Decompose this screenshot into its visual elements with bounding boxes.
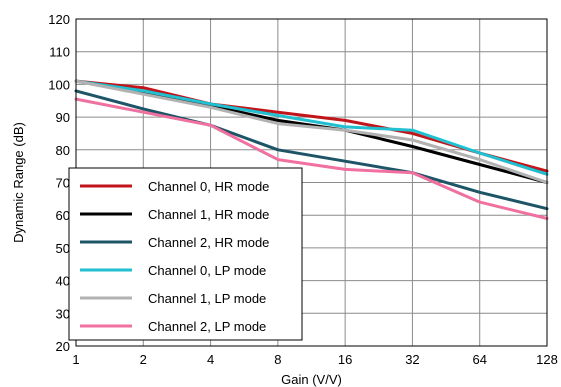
x-tick-label: 64 [472,352,486,367]
x-tick-label: 4 [207,352,214,367]
y-axis-ticks: 20 30 40 50 60 70 80 90 100 110 120 [48,12,70,354]
x-tick-label: 32 [405,352,419,367]
y-tick-label: 70 [56,176,70,191]
legend-entry-label: Channel 1, HR mode [148,207,269,222]
series-line [74,89,549,211]
x-axis-ticks: 1 2 4 8 16 32 64 128 [72,352,557,367]
y-tick-label: 80 [56,143,70,158]
series-lines [74,79,549,220]
y-axis-label: Dynamic Range (dB) [11,122,26,243]
legend-entry-label: Channel 0, LP mode [148,263,266,278]
series-line [74,79,549,184]
legend-entry-label: Channel 2, LP mode [148,319,266,334]
y-tick-label: 90 [56,110,70,125]
y-tick-label: 110 [49,45,70,60]
series-line [74,79,549,184]
legend-entry-label: Channel 1, LP mode [148,291,266,306]
y-tick-label: 60 [56,208,70,223]
x-tick-label: 16 [338,352,352,367]
y-tick-label: 30 [56,306,70,321]
x-tick-label: 1 [72,352,79,367]
y-tick-label: 120 [48,12,70,27]
legend: Channel 0, HR mode Channel 1, HR mode Chan… [68,167,303,341]
x-tick-label: 128 [536,352,558,367]
series-line [74,79,549,176]
y-tick-label: 20 [56,339,70,354]
x-axis-label: Gain (V/V) [281,372,342,387]
x-tick-label: 8 [274,352,281,367]
y-tick-label: 50 [56,241,70,256]
legend-entry-label: Channel 0, HR mode [148,179,269,194]
legend-entry-label: Channel 2, HR mode [148,235,269,250]
series-line [74,97,549,220]
x-tick-label: 2 [140,352,147,367]
y-tick-label: 100 [48,77,70,92]
legend-box [68,167,303,341]
y-tick-label: 40 [56,274,70,289]
